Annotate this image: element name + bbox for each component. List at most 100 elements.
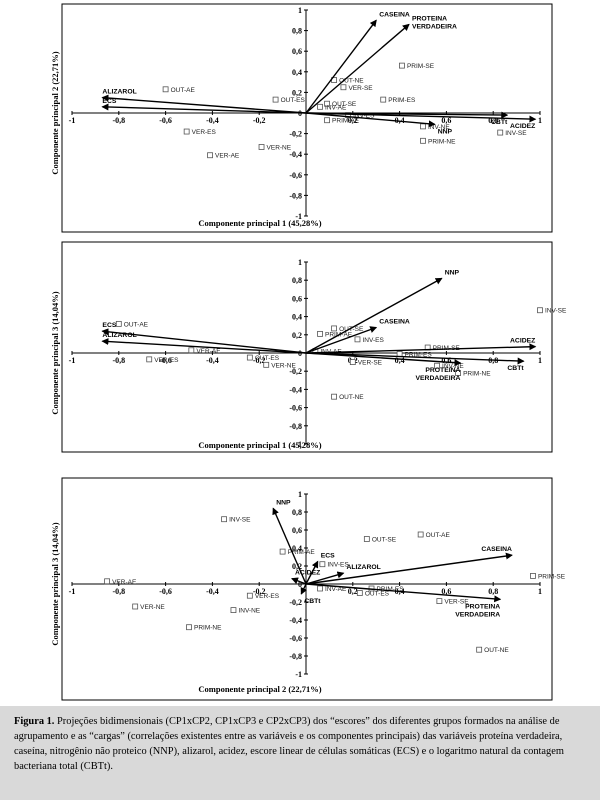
score-marker: [345, 112, 352, 118]
score-point-out-ae: OUT-AE: [417, 531, 451, 539]
loading-label-line: NNP: [438, 128, 453, 135]
loading-arrow-nnp: NNP: [272, 499, 307, 585]
x-tick-label: 1: [538, 356, 542, 365]
x-tick-label: 1: [538, 116, 542, 125]
loading-label-line: CASEINA: [379, 319, 410, 326]
loading-arrow-caseina: CASEINA: [305, 319, 410, 354]
loading-arrow-nnp: NNP: [305, 269, 460, 354]
loading-arrow-acidez: ACIDEZ: [305, 112, 537, 130]
biplot-cp1-cp3: -1 -0,8 -0,6 -0,4 -0,2 0,2 0,4 0,6 0,8 1 -1 -0,8 -0,…: [50, 241, 567, 453]
score-label: OUT-AE: [171, 87, 196, 94]
score-marker: [183, 128, 190, 135]
score-label: INV-SE: [505, 130, 527, 137]
score-marker: [537, 307, 543, 314]
score-label: VER-SE: [358, 360, 383, 367]
x-tick-label: 0,8: [488, 116, 498, 125]
loading-label-line: CASEINA: [481, 546, 512, 553]
score-point-inv-se: INV-SE: [537, 307, 567, 315]
score-label: OUT-SE: [372, 537, 397, 544]
x-axis-title: Componente principal 2 (22,71%): [198, 684, 321, 694]
loading-label: CBTt: [507, 365, 524, 372]
score-label: PRIM-ES: [377, 586, 405, 593]
score-point-inv-se: INV-SE: [497, 129, 527, 137]
y-axis-title: Componente principal 3 (14,04%): [50, 522, 60, 645]
loading-label-line: PROTEINA: [412, 15, 447, 22]
score-label: VER-AE: [112, 579, 137, 586]
loading-arrow-ecs: ECS: [101, 322, 307, 354]
score-point-prim-ne: PRIM-NE: [420, 137, 456, 145]
x-tick-label: -0,2: [253, 356, 266, 365]
score-marker: [420, 123, 426, 130]
x-tick-label: -0,8: [112, 116, 125, 125]
score-marker: [331, 393, 337, 400]
loading-label-line: VERDADEIRA: [412, 23, 457, 30]
score-point-prim-se: PRIM-SE: [399, 62, 435, 70]
score-label: INV-NE: [428, 124, 450, 131]
y-tick-label: -0,6: [289, 171, 302, 180]
score-marker: [324, 117, 330, 124]
x-tick-label: -0,6: [159, 587, 172, 596]
loading-label: NNP: [445, 269, 460, 276]
score-label: VER-ES: [255, 593, 280, 600]
loading-arrow-alizarol: ALIZAROL: [101, 332, 307, 354]
score-marker: [349, 359, 356, 366]
loading-vector: [305, 583, 502, 603]
loading-label: CASEINA: [379, 319, 410, 326]
loading-vector: [305, 112, 436, 128]
x-tick-label: 0,6: [441, 587, 451, 596]
loading-arrow-caseina: CASEINA: [305, 11, 410, 114]
score-point-ver-se: VER-SE: [349, 359, 383, 367]
score-marker: [221, 516, 228, 523]
score-point-out-ne: OUT-NE: [476, 646, 509, 654]
score-marker: [188, 347, 195, 354]
loading-label-line: VERDADEIRA: [415, 375, 460, 382]
score-label: VER-NE: [271, 362, 296, 369]
loading-vector: [272, 507, 307, 585]
y-tick-label: 0,8: [292, 508, 302, 517]
score-marker: [317, 103, 323, 110]
panel-frame: [61, 477, 553, 701]
score-marker: [436, 598, 443, 604]
x-tick-label: -0,6: [159, 356, 172, 365]
score-marker: [331, 325, 337, 332]
score-label: INV-SE: [229, 517, 251, 524]
score-label: INV-AE: [325, 586, 347, 593]
x-tick-label: -0,2: [253, 587, 266, 596]
loading-vector: [305, 352, 462, 367]
score-point-inv-ae: INV-AE: [317, 585, 347, 593]
score-point-ver-ae: VER-AE: [104, 578, 137, 586]
loading-label: NNP: [438, 128, 453, 135]
score-label: VER-AE: [215, 153, 240, 160]
loading-vector: [305, 19, 377, 114]
loading-vector: [305, 552, 513, 585]
loading-label: ACIDEZ: [295, 570, 320, 577]
y-tick-label: 0,2: [292, 331, 302, 340]
score-label: INV-NE: [442, 363, 464, 370]
score-point-out-es: OUT-ES: [272, 96, 305, 104]
loading-label-line: CASEINA: [379, 11, 410, 18]
score-point-out-se: OUT-SE: [324, 100, 357, 108]
score-marker: [324, 100, 330, 107]
score-label: INV-SE: [545, 308, 567, 315]
y-tick-label: -0,4: [289, 616, 302, 625]
y-tick-label: -0,2: [289, 367, 302, 376]
y-tick-label: -0,6: [289, 634, 302, 643]
score-label: OUT-NE: [339, 78, 364, 85]
y-tick-label: -0,8: [289, 422, 302, 431]
score-point-ver-es: VER-ES: [146, 356, 179, 364]
x-tick-label: 1: [538, 587, 542, 596]
score-label: PRIM-AE: [332, 118, 360, 125]
loading-label-line: VERDADEIRA: [455, 611, 500, 618]
score-label: VER-ES: [154, 357, 179, 364]
score-label: INV-NE: [238, 608, 260, 615]
y-tick-label: -1: [295, 440, 302, 449]
x-tick-label: -1: [69, 587, 76, 596]
loading-label-line: ALIZAROL: [102, 332, 136, 339]
loading-vector: [305, 560, 319, 585]
loading-arrow-ecs: ECS: [101, 98, 307, 114]
loading-arrow-alizarol: ALIZAROL: [101, 89, 307, 114]
loading-label: ALIZAROL: [102, 89, 136, 96]
loading-vector: [305, 23, 410, 114]
score-point-prim-ne: PRIM-NE: [186, 624, 222, 632]
